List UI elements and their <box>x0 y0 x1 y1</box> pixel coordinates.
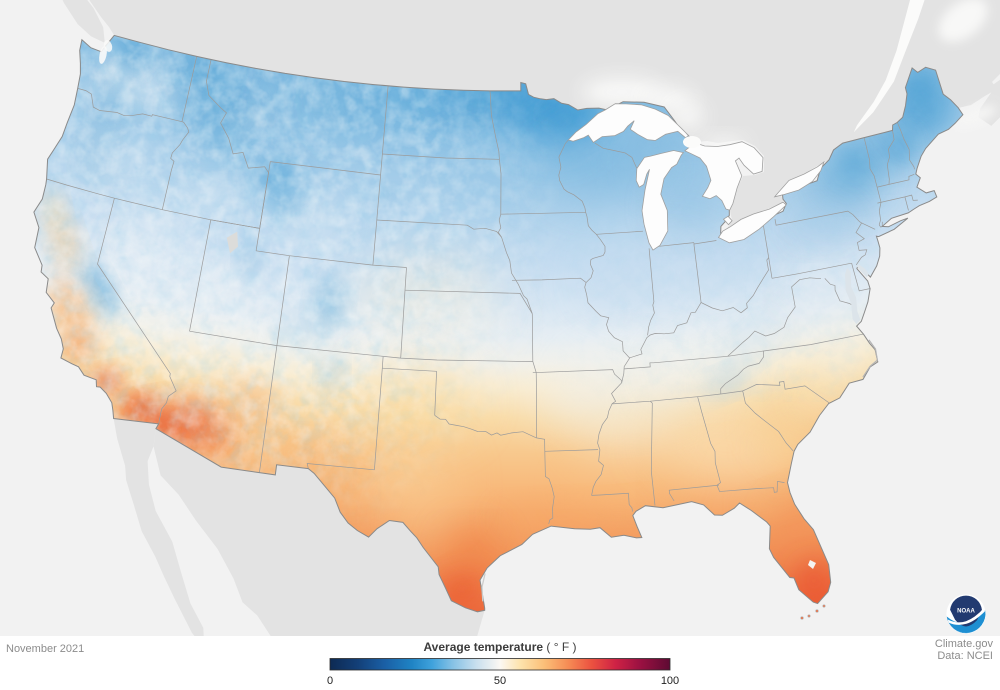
svg-text:100: 100 <box>661 675 679 687</box>
svg-text:0: 0 <box>327 675 333 687</box>
svg-text:Average temperature ( ° F ): Average temperature ( ° F ) <box>423 640 576 654</box>
svg-text:Climate.gov: Climate.gov <box>935 638 994 650</box>
svg-text:Data: NCEI: Data: NCEI <box>937 650 993 662</box>
svg-text:NOAA: NOAA <box>957 608 975 614</box>
svg-text:50: 50 <box>494 675 506 687</box>
svg-text:November 2021: November 2021 <box>6 643 84 655</box>
